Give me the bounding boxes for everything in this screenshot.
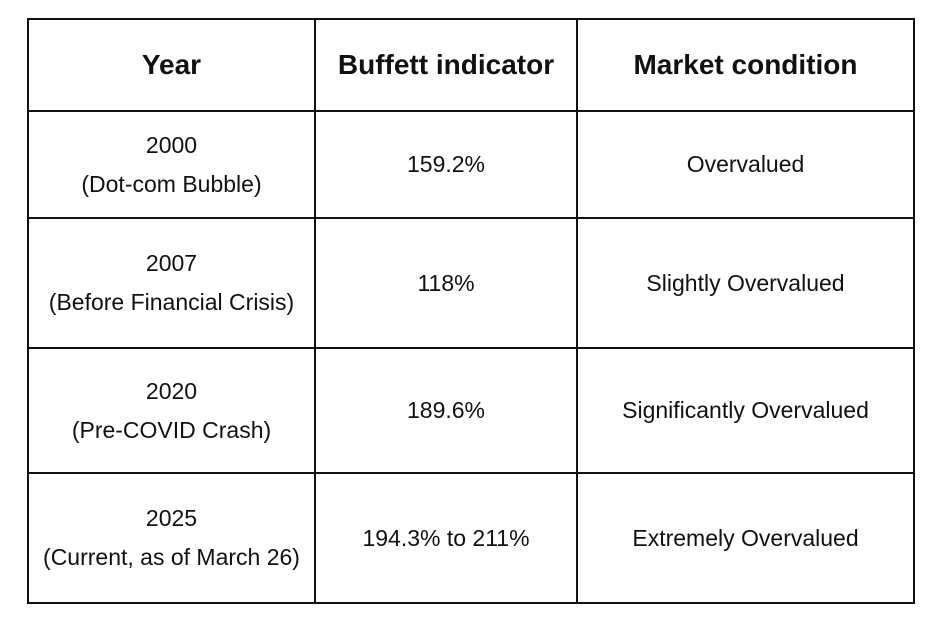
- condition-cell: Slightly Overvalued: [576, 217, 915, 349]
- indicator-cell: 194.3% to 211%: [314, 472, 578, 604]
- year-cell: 2000 (Dot-com Bubble): [27, 110, 316, 219]
- table-row: 2020 (Pre-COVID Crash) 189.6% Significan…: [27, 347, 915, 474]
- year-note: (Current, as of March 26): [43, 544, 300, 570]
- year-note: (Pre-COVID Crash): [71, 416, 272, 443]
- condition-cell: Significantly Overvalued: [576, 347, 915, 474]
- condition-cell: Overvalued: [576, 110, 915, 219]
- indicator-cell: 159.2%: [314, 110, 578, 219]
- header-year: Year: [27, 18, 316, 112]
- table-row: 2025 (Current, as of March 26) 194.3% to…: [27, 472, 915, 604]
- year-value: 2020: [145, 377, 198, 404]
- table-row: 2000 (Dot-com Bubble) 159.2% Overvalued: [27, 110, 915, 219]
- year-cell: 2007 (Before Financial Crisis): [27, 217, 316, 349]
- year-cell: 2025 (Current, as of March 26): [27, 472, 316, 604]
- year-note: (Before Financial Crisis): [48, 289, 295, 315]
- indicator-cell: 189.6%: [314, 347, 578, 474]
- year-value: 2000: [145, 131, 198, 158]
- indicator-cell: 118%: [314, 217, 578, 349]
- header-row: Year Buffett indicator Market condition: [27, 18, 915, 112]
- table-row: 2007 (Before Financial Crisis) 118% Slig…: [27, 217, 915, 349]
- header-buffett-indicator: Buffett indicator: [314, 18, 578, 112]
- header-market-condition: Market condition: [576, 18, 915, 112]
- year-value: 2025: [145, 505, 198, 531]
- buffett-indicator-table: Year Buffett indicator Market condition …: [27, 18, 915, 604]
- year-value: 2007: [145, 250, 198, 276]
- year-cell: 2020 (Pre-COVID Crash): [27, 347, 316, 474]
- year-note: (Dot-com Bubble): [81, 170, 262, 197]
- condition-cell: Extremely Overvalued: [576, 472, 915, 604]
